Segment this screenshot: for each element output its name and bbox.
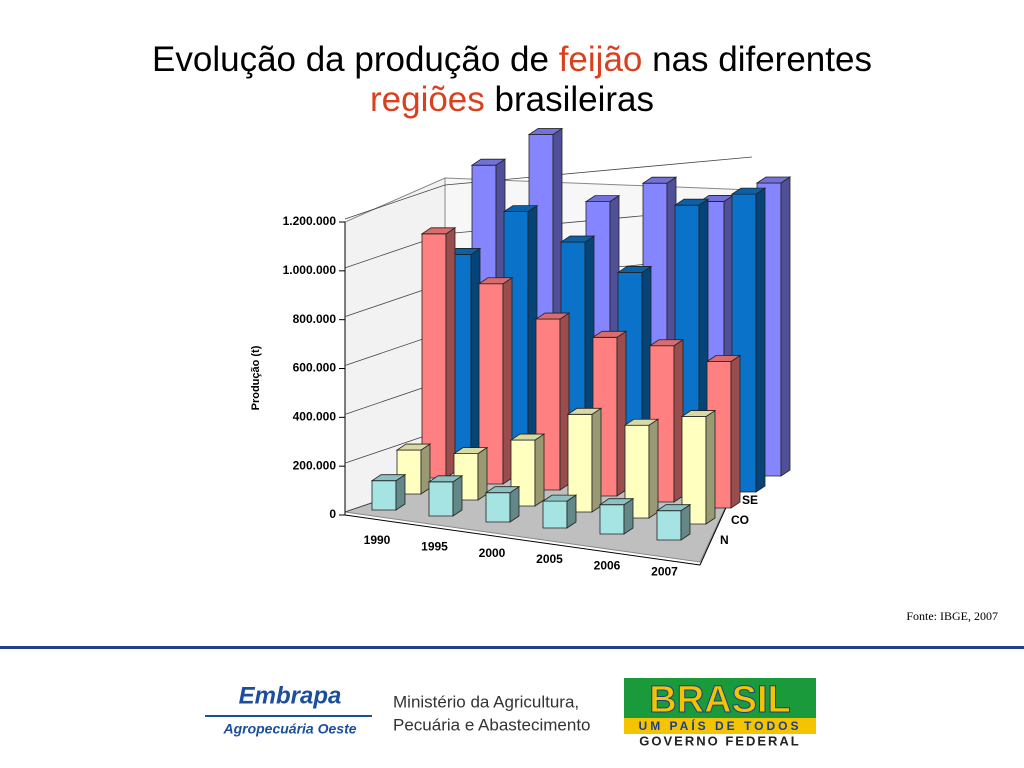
bar-side	[755, 187, 766, 493]
government: GOVERNO FEDERAL	[639, 733, 800, 748]
legend-label: SE	[742, 493, 758, 507]
y-tick-label: 800.000	[293, 312, 337, 326]
bar-top	[502, 205, 539, 213]
bar-top	[730, 187, 767, 195]
divider	[0, 646, 1024, 649]
bar-side	[780, 176, 791, 477]
y-axis-label: Produção (t)	[250, 345, 262, 410]
bar	[566, 407, 603, 513]
grid-line	[344, 156, 753, 220]
bar-top	[527, 128, 564, 135]
y-tick-label: 1.000.000	[283, 263, 337, 277]
bar	[541, 494, 578, 529]
bar	[623, 418, 660, 519]
bar-top	[370, 474, 407, 482]
bar-side	[445, 227, 456, 479]
title-part: brasileiras	[485, 80, 654, 119]
legend-label: N	[720, 533, 729, 547]
x-tick-label: 1995	[421, 539, 448, 553]
title-part: feijão	[559, 40, 643, 79]
y-tick-label: 0	[329, 507, 336, 521]
bar-top	[541, 494, 578, 502]
ministry: Pecuária e Abastecimento	[393, 715, 591, 734]
bar-front	[421, 233, 447, 479]
bar	[370, 473, 407, 511]
x-tick-label: 2005	[536, 552, 563, 566]
bar-side	[730, 354, 741, 509]
bar-side	[534, 433, 545, 507]
bar-top	[559, 235, 596, 243]
bar-top	[648, 339, 685, 347]
bar-top	[673, 198, 710, 206]
bar	[477, 277, 514, 485]
bar	[680, 409, 717, 525]
bar-top	[680, 410, 717, 417]
bar-front	[371, 480, 397, 511]
bar	[655, 503, 692, 541]
bar-front	[656, 510, 682, 541]
title-part: regiões	[370, 80, 485, 119]
bar-side	[648, 418, 659, 519]
x-tick-label: 2006	[594, 558, 621, 572]
bar-side	[591, 407, 602, 513]
bar-side	[477, 446, 488, 501]
bar-top	[452, 447, 489, 455]
bar-top	[616, 266, 653, 273]
bar-top	[427, 475, 464, 483]
ministry: Ministério da Agricultura,	[393, 692, 579, 711]
y-tick-label: 200.000	[293, 458, 337, 472]
slogan: UM PAÍS DE TODOS	[639, 718, 802, 733]
x-tick-label: 1990	[364, 533, 391, 547]
title-part: Evolução da produção de	[152, 40, 559, 79]
bar-top	[591, 330, 628, 338]
bar-top	[655, 504, 692, 512]
bar-top	[566, 407, 603, 415]
bar-front	[428, 481, 454, 517]
x-tick-label: 2000	[479, 546, 506, 560]
embrapa-logo: Embrapa	[239, 682, 342, 709]
embrapa-unit: Agropecuária Oeste	[222, 721, 356, 737]
bar-top	[509, 433, 546, 441]
bar-top	[705, 355, 742, 362]
bar-top	[598, 498, 635, 506]
brasil-logo: BRASIL	[649, 679, 790, 721]
y-tick-label: 1.200.000	[283, 214, 337, 228]
chart-title: Evolução da produção de feijão nas difer…	[152, 40, 872, 79]
bar-top	[755, 176, 792, 184]
bar	[484, 485, 521, 523]
bar-top	[534, 312, 571, 320]
y-tick-label: 400.000	[293, 410, 337, 424]
bar-top	[623, 418, 660, 426]
y-tick-label: 600.000	[293, 361, 337, 375]
legend-label: CO	[731, 513, 749, 527]
bar-top	[584, 195, 621, 203]
bar	[427, 475, 464, 517]
bar-front	[599, 504, 625, 535]
bar-top	[484, 486, 521, 494]
x-axis	[344, 514, 701, 566]
bar	[420, 227, 457, 479]
bar	[598, 497, 635, 535]
chart-title: regiões brasileiras	[370, 80, 654, 119]
bar-front	[542, 500, 568, 529]
bar-side	[705, 409, 716, 525]
bar-top	[470, 158, 507, 166]
bar-top	[477, 277, 514, 285]
bar-top	[420, 227, 457, 235]
bar-front	[485, 492, 511, 523]
bar-side	[452, 475, 463, 517]
slogan-bg	[624, 718, 816, 734]
x-tick-label: 2007	[651, 565, 678, 579]
title-part: nas diferentes	[642, 40, 872, 79]
bar-top	[641, 176, 678, 184]
source: Fonte: IBGE, 2007	[906, 609, 998, 623]
bar-top	[395, 443, 432, 451]
